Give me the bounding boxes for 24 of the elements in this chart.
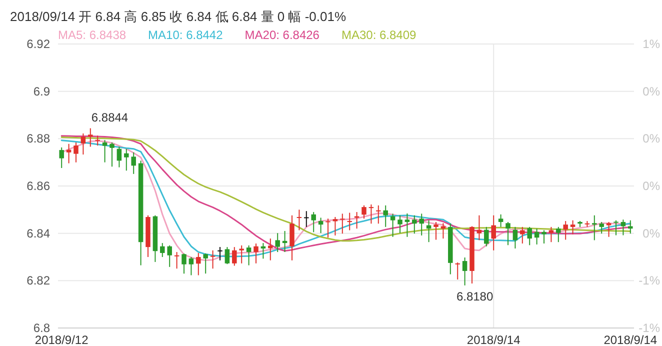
legend: MA30: 6.8409 bbox=[341, 28, 416, 42]
chart-title: 2018/09/14 开 6.84 高 6.85 收 6.84 低 6.84 量 0 幅 -0.01% bbox=[10, 9, 346, 24]
y-tick-label: 6.88 bbox=[26, 132, 50, 146]
y2-tick-label: 1% bbox=[642, 37, 660, 51]
y-tick-label: 6.82 bbox=[26, 274, 50, 288]
legend: MA10: 6.8442 bbox=[148, 28, 223, 42]
x-tick-label: 2018/9/12 bbox=[34, 333, 89, 346]
y2-tick-label: -1% bbox=[638, 321, 660, 335]
annotation: 6.8180 bbox=[456, 289, 494, 304]
x-tick-label: 2018/9/14 bbox=[604, 333, 658, 346]
annotation: 6.8844 bbox=[91, 110, 128, 124]
y-tick-label: 6.8 bbox=[33, 321, 50, 335]
y2-tick-label: 0% bbox=[642, 84, 660, 98]
legend: MA20: 6.8426 bbox=[244, 28, 320, 42]
y2-tick-label: 0% bbox=[642, 132, 660, 146]
x-tick-label: 2018/9/14 bbox=[466, 333, 521, 346]
y2-tick-label: 0% bbox=[642, 179, 660, 193]
y2-tick-label: 0% bbox=[642, 226, 660, 240]
y-tick-label: 6.84 bbox=[26, 226, 50, 240]
legend: MA5: 6.8438 bbox=[58, 28, 126, 42]
y-tick-label: 6.9 bbox=[33, 84, 50, 98]
y-tick-label: 6.86 bbox=[26, 179, 50, 193]
y-tick-label: 6.92 bbox=[26, 37, 50, 51]
y2-tick-label: -1% bbox=[638, 274, 660, 288]
